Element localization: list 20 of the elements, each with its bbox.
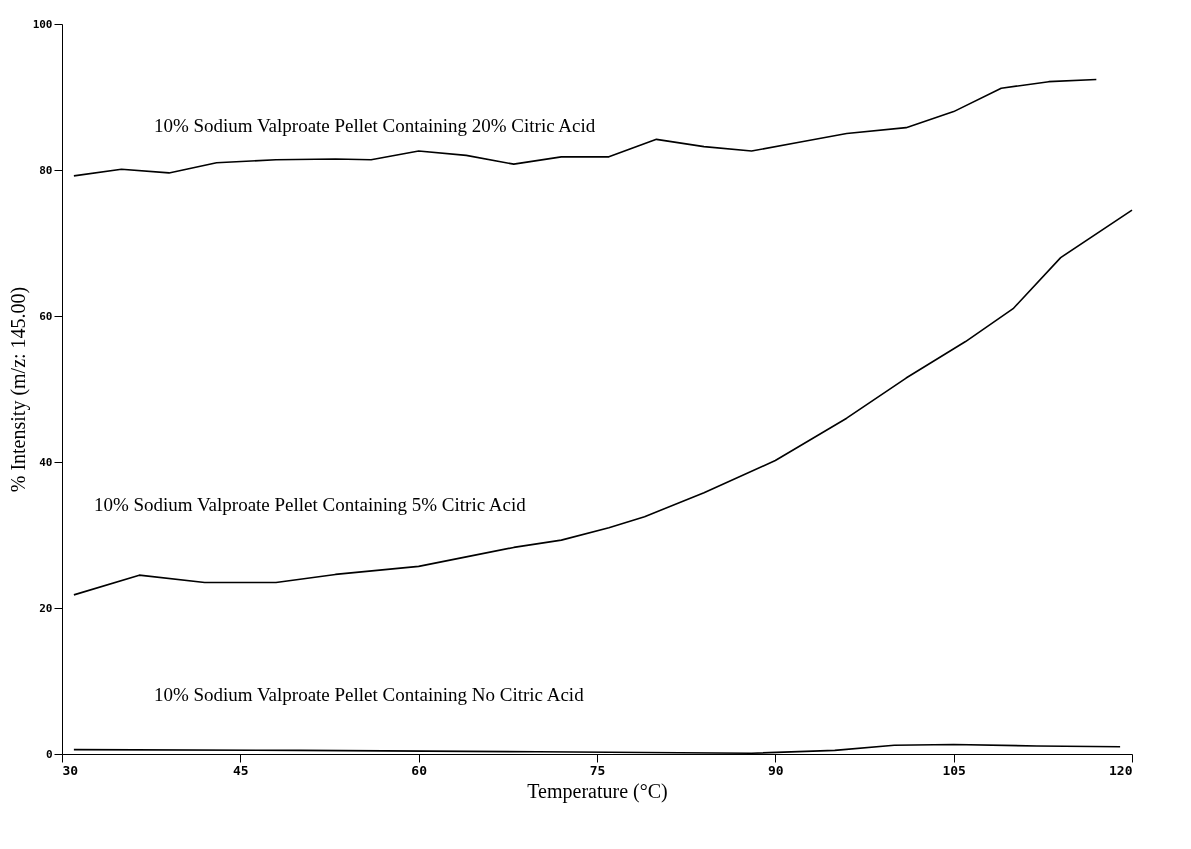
x-tick-label: 120 [1109, 762, 1133, 778]
y-tick-label: 60 [39, 309, 53, 323]
x-tick-label: 30 [62, 762, 79, 778]
x-tick-label: 90 [768, 762, 784, 778]
series-label: 10% Sodium Valproate Pellet Containing 5% Citric Acid [93, 493, 527, 515]
y-tick-label: 40 [39, 455, 53, 469]
x-axis-title: Temperature (°C) [527, 779, 668, 803]
x-tick-label: 45 [233, 762, 249, 778]
y-tick-label: 80 [39, 163, 53, 177]
x-tick-label: 105 [942, 762, 966, 778]
y-axis-title: % Intensity (m/z: 145.00) [6, 286, 30, 493]
y-tick-label: 20 [39, 601, 53, 615]
y-tick-label: 100 [32, 17, 53, 31]
line-series [73, 78, 1098, 177]
y-tick-label: 0 [45, 747, 53, 761]
line-series [73, 209, 1133, 596]
x-tick-label: 75 [589, 762, 606, 778]
series-label: 10% Sodium Valproate Pellet Containing 20% Citric Acid [153, 114, 596, 136]
text: 10% Sodium Valproate Pellet Containing No Citric Acid [153, 683, 585, 705]
x-tick-label: 60 [411, 762, 428, 778]
